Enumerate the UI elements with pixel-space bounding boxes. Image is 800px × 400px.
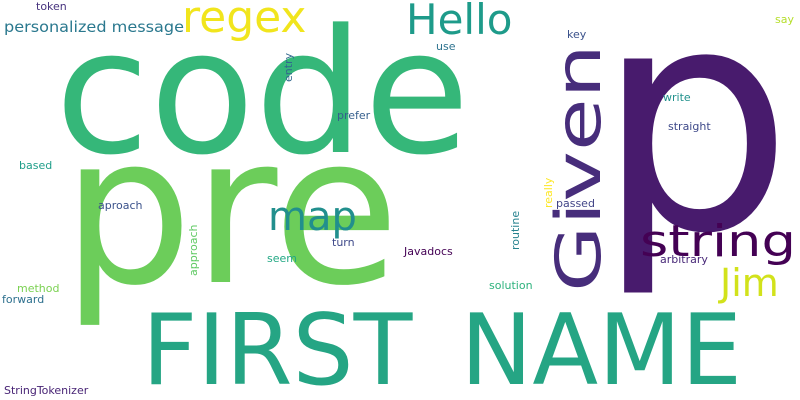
word-pre: pre: [62, 91, 400, 331]
word-use: use: [436, 40, 456, 53]
word-p: p: [596, 0, 793, 302]
word-map: map: [268, 194, 357, 240]
word-prefer: prefer: [337, 109, 371, 122]
word-personalized-message: personalized message: [4, 18, 184, 36]
word-approach: approach: [187, 224, 200, 276]
word-seem: seem: [267, 252, 297, 265]
word-arbitrary: arbitrary: [660, 253, 708, 266]
word-aproach: aproach: [98, 199, 143, 212]
word-jim: Jim: [718, 261, 779, 305]
word-string: string: [640, 216, 796, 267]
word-forward: forward: [2, 293, 44, 306]
word-passed: passed: [556, 197, 595, 210]
word-say: say: [775, 13, 794, 26]
word-javadocs: Javadocs: [403, 245, 453, 258]
word-key: key: [567, 28, 587, 41]
word-solution: solution: [489, 279, 533, 292]
word-stringtokenizer: StringTokenizer: [4, 384, 89, 397]
word-given: Given: [542, 44, 615, 292]
word-token: token: [36, 0, 67, 13]
word-straight: straight: [668, 120, 711, 133]
word-first-name: FIRST_NAME: [142, 294, 742, 400]
word-entry: entry: [282, 52, 295, 82]
word-hello: Hello: [406, 0, 512, 44]
word-method: method: [17, 282, 59, 295]
word-turn: turn: [332, 236, 355, 249]
word-based: based: [19, 159, 52, 172]
word-really: really: [542, 177, 555, 208]
word-code: code: [55, 0, 470, 193]
word-regex: regex: [182, 0, 306, 43]
word-write: write: [663, 91, 691, 104]
word-routine: routine: [509, 211, 522, 250]
